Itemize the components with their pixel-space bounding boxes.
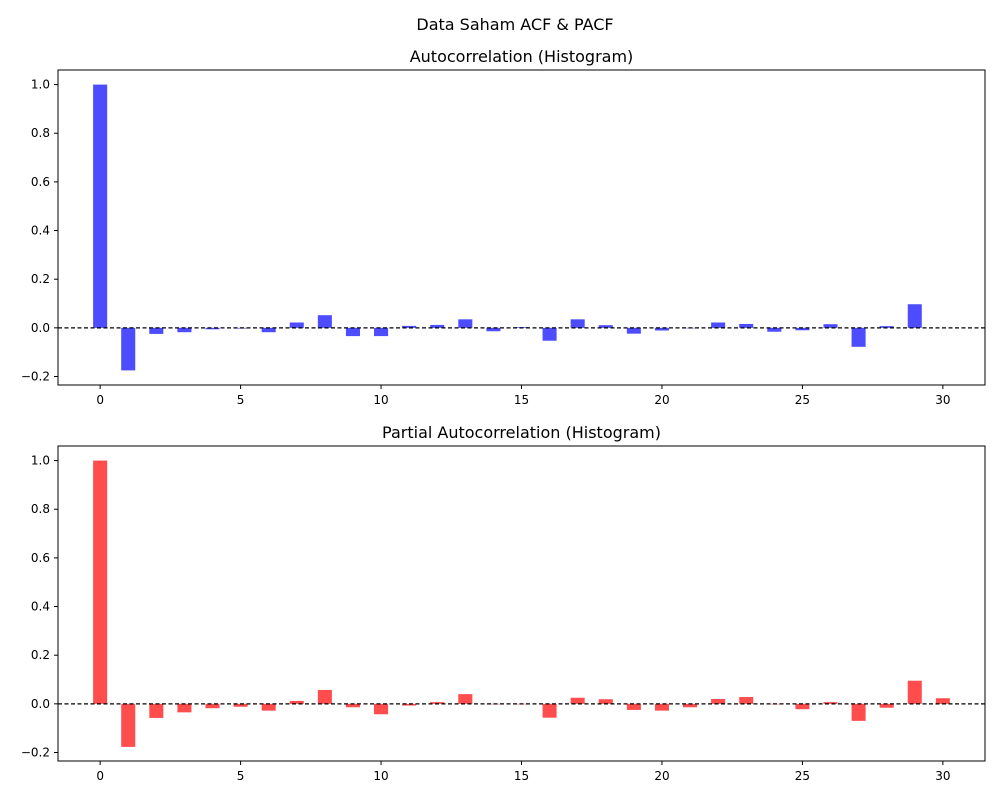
acf-panel: Autocorrelation (Histogram) 0 5 10 15 20 25 30 −… [21,47,986,407]
pacf-ytick-label-6: 1.0 [31,454,50,468]
acf-bar-lag-8 [317,315,332,328]
acf-bar-lag-19 [626,327,641,334]
figure-suptitle: Data Saham ACF & PACF [416,15,613,34]
pacf-bar-lag-0 [93,460,108,704]
acf-bar-lag-0 [93,84,108,328]
pacf-bar-lag-14 [486,703,501,705]
acf-bar-lag-12 [430,324,445,328]
pacf-bar-lag-6 [261,703,276,711]
acf-xtick-label-5: 25 [795,393,810,407]
pacf-bar-lag-21 [683,703,698,708]
acf-ytick-label-3: 0.4 [31,224,50,238]
acf-bar-lag-24 [767,327,782,332]
acf-bar-lag-29 [907,304,922,328]
pacf-bar-lag-22 [711,698,726,704]
acf-axes-frame [57,69,986,386]
pacf-bar-lag-5 [233,703,248,707]
acf-bar-lag-7 [289,322,304,328]
pacf-xtick-label-2: 10 [373,769,388,783]
pacf-title: Partial Autocorrelation (Histogram) [382,423,661,442]
pacf-bar-lag-17 [570,697,585,704]
pacf-bar-lag-27 [851,703,866,721]
pacf-bar-lag-2 [149,703,164,718]
acf-ytick-label-1: 0.0 [31,321,50,335]
acf-xtick-label-6: 30 [935,393,950,407]
pacf-bar-lag-29 [907,680,922,704]
pacf-bar-lag-1 [121,703,136,747]
pacf-ytick-label-0: −0.2 [21,745,50,759]
pacf-xtick-label-0: 0 [96,769,104,783]
pacf-bar-lag-4 [205,703,220,709]
acf-bar-lag-23 [739,323,754,328]
acf-bar-lag-1 [121,327,136,371]
acf-bar-lag-22 [711,322,726,328]
acf-bar-lag-14 [486,327,501,332]
pacf-bar-lag-30 [935,698,950,704]
acf-title: Autocorrelation (Histogram) [410,47,634,66]
pacf-xtick-label-1: 5 [237,769,245,783]
pacf-axes-frame [57,445,986,762]
acf-bar-lag-18 [598,325,613,328]
pacf-bar-lag-3 [177,703,192,713]
acf-ytick-label-4: 0.6 [31,175,50,189]
pacf-bar-lag-19 [626,703,641,710]
pacf-bar-lag-16 [542,703,557,718]
acf-xtick-label-4: 20 [654,393,669,407]
pacf-bar-lag-18 [598,699,613,704]
pacf-bar-lag-7 [289,700,304,704]
pacf-bar-lag-13 [458,694,473,704]
acf-bar-lag-27 [851,327,866,347]
pacf-panel: Partial Autocorrelation (Histogram) 0 5 10 1… [21,423,986,783]
pacf-bar-lag-10 [374,703,389,715]
pacf-bar-lag-20 [654,703,669,711]
acf-bar-lag-17 [570,319,585,328]
pacf-xtick-label-5: 25 [795,769,810,783]
pacf-ytick-label-5: 0.8 [31,502,50,516]
acf-ytick-label-5: 0.8 [31,126,50,140]
acf-ytick-label-0: −0.2 [21,369,50,383]
pacf-ytick-label-4: 0.6 [31,551,50,565]
acf-bar-lag-10 [374,327,389,337]
acf-bar-lag-28 [879,326,894,328]
acf-bar-lag-2 [149,327,164,334]
acf-bar-lag-25 [795,327,810,331]
acf-xtick-label-1: 5 [237,393,245,407]
acf-bar-lag-13 [458,319,473,328]
pacf-xtick-label-6: 30 [935,769,950,783]
acf-bar-lag-9 [345,327,360,337]
acf-bar-lag-20 [654,327,669,331]
pacf-bar-lag-28 [879,703,894,708]
acf-xtick-label-3: 15 [514,393,529,407]
pacf-bar-lag-12 [430,702,445,704]
acf-bar-lag-16 [542,327,557,341]
acf-bar-lag-11 [402,325,417,328]
acf-bar-lag-26 [823,324,838,328]
acf-ytick-label-2: 0.2 [31,272,50,286]
pacf-ytick-label-2: 0.2 [31,648,50,662]
pacf-xtick-label-3: 15 [514,769,529,783]
acf-xtick-label-0: 0 [96,393,104,407]
acf-bar-lag-3 [177,327,192,333]
pacf-xtick-label-4: 20 [654,769,669,783]
pacf-ytick-label-3: 0.4 [31,600,50,614]
acf-bar-lag-4 [205,327,220,330]
acf-ytick-label-6: 1.0 [31,78,50,92]
acf-xtick-label-2: 10 [373,393,388,407]
pacf-bar-lag-11 [402,703,417,706]
acf-bar-lag-6 [261,327,276,333]
pacf-bar-lag-23 [739,697,754,704]
pacf-bar-lag-8 [317,689,332,704]
pacf-ytick-label-1: 0.0 [31,697,50,711]
pacf-bar-lag-9 [345,703,360,708]
pacf-bar-lag-25 [795,703,810,710]
pacf-bar-lag-26 [823,702,838,704]
